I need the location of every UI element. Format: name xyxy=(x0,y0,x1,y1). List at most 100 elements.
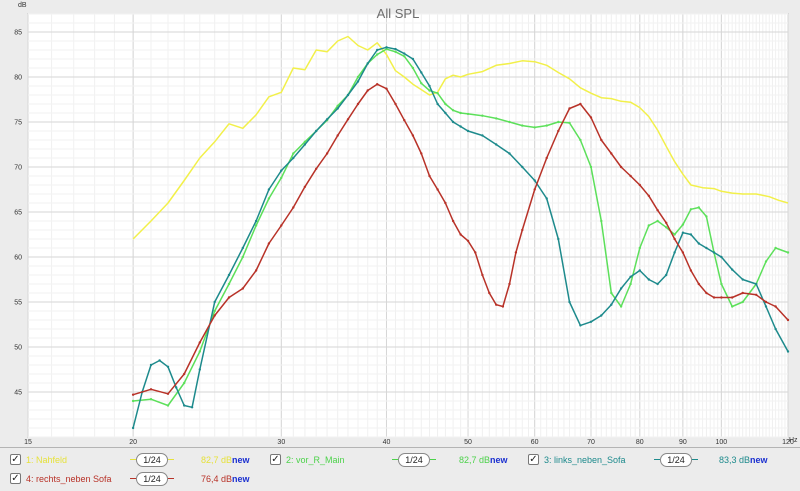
new-button-links-neben-sofa[interactable]: new xyxy=(750,455,768,465)
data-point-links-neben-sofa xyxy=(366,62,369,65)
data-point-links-neben-sofa xyxy=(325,118,329,121)
new-button-vor-r-main[interactable]: new xyxy=(490,455,508,465)
x-tick-label: 80 xyxy=(636,439,644,446)
data-point-rechts-neben-sofa xyxy=(786,318,790,322)
data-point-links-neben-sofa xyxy=(303,143,307,146)
data-point-vor-r-main xyxy=(533,126,536,129)
data-point-links-neben-sofa xyxy=(786,350,790,353)
data-point-rechts-neben-sofa xyxy=(451,219,455,223)
data-point-rechts-neben-sofa xyxy=(755,293,758,296)
data-point-links-neben-sofa xyxy=(227,273,231,277)
data-point-vor-r-main xyxy=(689,208,693,211)
data-point-links-neben-sofa xyxy=(241,246,244,250)
data-point-links-neben-sofa xyxy=(720,255,723,259)
data-point-rechts-neben-sofa xyxy=(254,269,258,272)
data-point-rechts-neben-sofa xyxy=(589,116,593,119)
data-point-rechts-neben-sofa xyxy=(720,296,723,299)
data-point-links-neben-sofa xyxy=(131,426,135,430)
series-group xyxy=(131,35,790,430)
data-point-vor-r-main xyxy=(600,219,603,223)
data-point-links-neben-sofa xyxy=(619,287,623,290)
data-point-links-neben-sofa xyxy=(656,282,659,286)
data-point-rechts-neben-sofa xyxy=(466,239,470,242)
data-point-vor-r-main xyxy=(697,206,700,209)
data-point-vor-r-main xyxy=(610,291,613,295)
data-point-links-neben-sofa xyxy=(741,278,744,281)
data-point-links-neben-sofa xyxy=(481,134,484,137)
data-point-rechts-neben-sofa xyxy=(213,314,216,317)
data-point-links-neben-sofa xyxy=(600,314,603,317)
data-point-vor-r-main xyxy=(428,89,431,92)
data-point-links-neben-sofa xyxy=(254,219,258,223)
data-point-links-neben-sofa xyxy=(755,282,758,286)
data-point-vor-r-main xyxy=(227,282,231,286)
data-point-rechts-neben-sofa xyxy=(638,183,641,187)
data-point-vor-r-main xyxy=(589,165,593,169)
data-point-rechts-neben-sofa xyxy=(481,273,484,277)
data-point-links-neben-sofa xyxy=(280,169,283,172)
legend-level-nahfeld: 82,7 dB xyxy=(200,455,232,465)
data-point-rechts-neben-sofa xyxy=(689,269,693,272)
smoothing-button-vor-r-main[interactable]: 1/24 xyxy=(392,453,436,467)
data-point-rechts-neben-sofa xyxy=(394,102,397,106)
y-axis-unit: dB xyxy=(18,2,27,9)
data-point-rechts-neben-sofa xyxy=(227,296,231,299)
legend-checkbox-vor-r-main[interactable]: ✓ xyxy=(270,454,281,465)
data-point-links-neben-sofa xyxy=(166,365,170,368)
data-point-links-neben-sofa xyxy=(459,125,462,128)
data-point-rechts-neben-sofa xyxy=(774,305,777,308)
data-point-links-neben-sofa xyxy=(712,251,716,254)
x-axis-unit: Hz xyxy=(789,437,798,444)
data-point-rechts-neben-sofa xyxy=(673,237,676,241)
data-point-rechts-neben-sofa xyxy=(681,251,685,254)
data-point-rechts-neben-sofa xyxy=(705,291,708,295)
smoothing-button-rechts-neben-sofa[interactable]: 1/24 xyxy=(130,472,174,486)
data-point-vor-r-main xyxy=(183,381,186,385)
data-point-vor-r-main xyxy=(545,124,548,127)
data-point-links-neben-sofa xyxy=(190,406,194,409)
series-line-links-neben-sofa xyxy=(132,46,789,429)
series-links-neben-sofa xyxy=(131,46,790,430)
data-point-rechts-neben-sofa xyxy=(495,303,498,306)
data-point-links-neben-sofa xyxy=(568,300,571,304)
data-point-vor-r-main xyxy=(385,47,388,51)
data-point-vor-r-main xyxy=(629,282,632,286)
data-point-vor-r-main xyxy=(394,50,397,53)
data-point-vor-r-main xyxy=(436,92,439,95)
data-point-vor-r-main xyxy=(681,223,685,226)
data-point-links-neben-sofa xyxy=(198,368,201,371)
legend-label-vor-r-main: 2: vor_R_Main xyxy=(286,455,345,465)
data-point-vor-r-main xyxy=(656,219,659,223)
data-point-links-neben-sofa xyxy=(158,359,161,362)
legend-checkbox-rechts-neben-sofa[interactable]: ✓ xyxy=(10,473,21,484)
data-point-vor-r-main xyxy=(786,251,790,254)
data-point-vor-r-main xyxy=(131,399,135,403)
data-point-rechts-neben-sofa xyxy=(619,165,623,169)
data-point-vor-r-main xyxy=(774,246,777,250)
data-point-rechts-neben-sofa xyxy=(366,89,369,92)
series-nahfeld xyxy=(132,35,789,240)
smoothing-button-nahfeld[interactable]: 1/24 xyxy=(130,453,174,467)
new-button-nahfeld[interactable]: new xyxy=(232,455,250,465)
data-point-rechts-neben-sofa xyxy=(420,152,423,155)
data-point-rechts-neben-sofa xyxy=(376,83,379,86)
data-point-vor-r-main xyxy=(619,305,623,308)
data-point-links-neben-sofa xyxy=(521,165,524,169)
legend-checkbox-nahfeld[interactable]: ✓ xyxy=(10,454,21,465)
data-point-rechts-neben-sofa xyxy=(508,282,511,286)
data-point-links-neben-sofa xyxy=(647,278,650,281)
smoothing-button-links-neben-sofa[interactable]: 1/24 xyxy=(654,453,698,467)
new-button-rechts-neben-sofa[interactable]: new xyxy=(232,474,250,484)
data-point-vor-r-main xyxy=(495,117,498,120)
data-point-vor-r-main xyxy=(568,121,571,125)
data-point-links-neben-sofa xyxy=(673,251,676,254)
data-point-vor-r-main xyxy=(731,305,734,308)
data-point-links-neben-sofa xyxy=(428,84,431,88)
data-point-rechts-neben-sofa xyxy=(267,242,271,245)
data-point-rechts-neben-sofa xyxy=(514,251,518,254)
data-point-links-neben-sofa xyxy=(629,275,632,278)
legend-checkbox-links-neben-sofa[interactable]: ✓ xyxy=(528,454,539,465)
plot-area xyxy=(27,13,789,438)
data-point-links-neben-sofa xyxy=(267,188,271,191)
data-point-rechts-neben-sofa xyxy=(600,138,603,142)
